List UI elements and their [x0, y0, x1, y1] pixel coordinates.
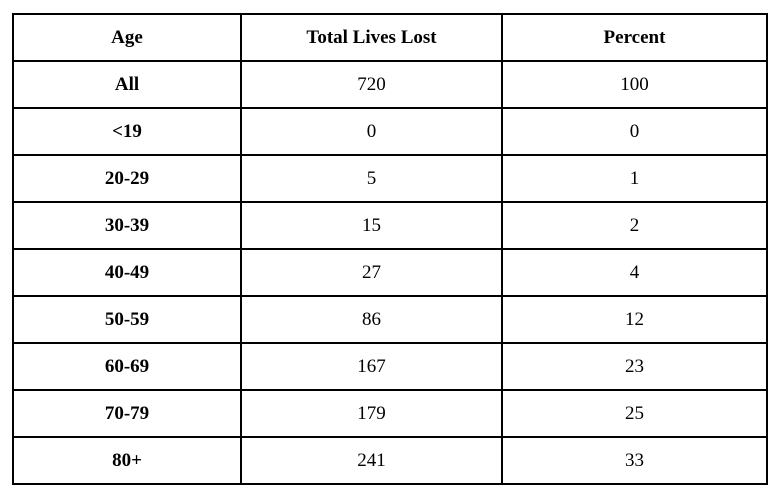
cell-age: 30-39	[12, 201, 242, 250]
cell-percent: 2	[501, 201, 768, 250]
table-row: <19 0 0	[12, 107, 768, 156]
cell-percent: 12	[501, 295, 768, 344]
table-row: 20-29 5 1	[12, 154, 768, 203]
cell-age: 70-79	[12, 389, 242, 438]
cell-total-lives-lost: 5	[240, 154, 503, 203]
table-row: 50-59 86 12	[12, 295, 768, 344]
table-row: 30-39 15 2	[12, 201, 768, 250]
cell-percent: 4	[501, 248, 768, 297]
cell-total-lives-lost: 86	[240, 295, 503, 344]
cell-age: 20-29	[12, 154, 242, 203]
cell-percent: 1	[501, 154, 768, 203]
table-row: 40-49 27 4	[12, 248, 768, 297]
table-header-row: Age Total Lives Lost Percent	[12, 13, 768, 62]
cell-total-lives-lost: 167	[240, 342, 503, 391]
cell-percent: 23	[501, 342, 768, 391]
cell-total-lives-lost: 241	[240, 436, 503, 485]
cell-percent: 100	[501, 60, 768, 109]
cell-percent: 25	[501, 389, 768, 438]
lives-lost-by-age-table-container: Age Total Lives Lost Percent All 720 100…	[12, 13, 768, 485]
cell-age: 40-49	[12, 248, 242, 297]
cell-age: All	[12, 60, 242, 109]
cell-percent: 0	[501, 107, 768, 156]
cell-total-lives-lost: 0	[240, 107, 503, 156]
header-cell-percent: Percent	[501, 13, 768, 62]
cell-total-lives-lost: 720	[240, 60, 503, 109]
cell-total-lives-lost: 15	[240, 201, 503, 250]
table-row: 60-69 167 23	[12, 342, 768, 391]
cell-age: 60-69	[12, 342, 242, 391]
cell-percent: 33	[501, 436, 768, 485]
lives-lost-by-age-table: Age Total Lives Lost Percent All 720 100…	[12, 13, 768, 485]
table-row: All 720 100	[12, 60, 768, 109]
cell-age: <19	[12, 107, 242, 156]
cell-age: 80+	[12, 436, 242, 485]
cell-age: 50-59	[12, 295, 242, 344]
header-cell-total-lives-lost: Total Lives Lost	[240, 13, 503, 62]
cell-total-lives-lost: 179	[240, 389, 503, 438]
header-cell-age: Age	[12, 13, 242, 62]
table-row: 80+ 241 33	[12, 436, 768, 485]
table-row: 70-79 179 25	[12, 389, 768, 438]
cell-total-lives-lost: 27	[240, 248, 503, 297]
